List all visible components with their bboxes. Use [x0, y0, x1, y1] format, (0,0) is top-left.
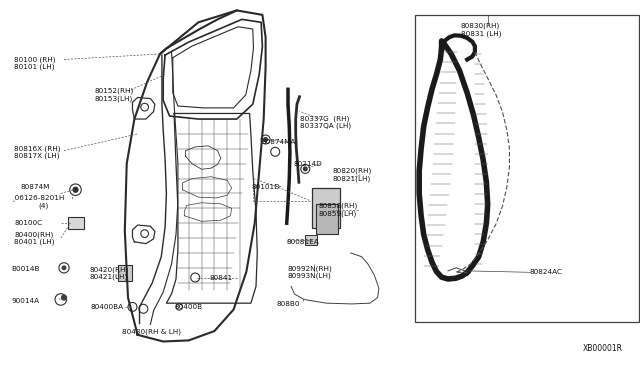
Circle shape: [303, 167, 307, 171]
Bar: [415, 15, 639, 322]
Text: ¸06126-8201H: ¸06126-8201H: [12, 194, 65, 201]
Text: XB00001R: XB00001R: [583, 344, 623, 353]
Text: 80101D: 80101D: [252, 184, 280, 190]
Text: 80821(LH): 80821(LH): [333, 175, 371, 182]
Text: (4): (4): [38, 202, 49, 209]
Circle shape: [73, 187, 78, 192]
Text: 80820(RH): 80820(RH): [333, 168, 372, 174]
Circle shape: [61, 295, 67, 300]
Text: 80421(LH): 80421(LH): [90, 273, 128, 280]
Text: 80816X (RH): 80816X (RH): [14, 145, 61, 152]
Bar: [305, 235, 317, 245]
Text: 80100 (RH): 80100 (RH): [14, 56, 56, 63]
Text: 80824AC: 80824AC: [530, 269, 563, 275]
Circle shape: [62, 266, 66, 270]
Text: 80081EA: 80081EA: [287, 239, 319, 245]
Text: 80400BA: 80400BA: [91, 304, 124, 310]
Text: 80337QA (LH): 80337QA (LH): [300, 122, 351, 129]
Text: 80874MA: 80874MA: [261, 139, 296, 145]
Text: 80152(RH): 80152(RH): [95, 88, 134, 94]
Text: 80841: 80841: [210, 275, 233, 280]
Text: 80214D: 80214D: [293, 161, 322, 167]
Circle shape: [446, 272, 450, 275]
Circle shape: [264, 138, 268, 141]
Text: 80858(RH): 80858(RH): [319, 203, 358, 209]
Text: 80400B: 80400B: [174, 304, 202, 310]
Text: 80101 (LH): 80101 (LH): [14, 64, 54, 70]
Text: 80874M: 80874M: [20, 184, 50, 190]
Text: 80831 (LH): 80831 (LH): [461, 30, 501, 37]
Text: 80400(RH): 80400(RH): [14, 231, 53, 238]
Text: 80100C: 80100C: [14, 220, 42, 226]
Text: 80401 (LH): 80401 (LH): [14, 238, 54, 245]
Text: 80859(LH): 80859(LH): [319, 210, 357, 217]
Bar: [68, 217, 83, 229]
Bar: [118, 265, 132, 282]
Text: B0014B: B0014B: [12, 266, 40, 272]
Text: 80337G  (RH): 80337G (RH): [300, 115, 349, 122]
Text: 80817X (LH): 80817X (LH): [14, 153, 60, 160]
Text: 808B0: 808B0: [276, 301, 300, 307]
Text: 80153(LH): 80153(LH): [95, 95, 133, 102]
Text: 80420(RH): 80420(RH): [90, 266, 129, 273]
Bar: [316, 205, 338, 234]
Text: 80993N(LH): 80993N(LH): [288, 273, 332, 279]
Bar: [312, 188, 340, 228]
Text: 80830(RH): 80830(RH): [461, 23, 500, 29]
Text: 80992N(RH): 80992N(RH): [288, 265, 333, 272]
Text: 80430(RH & LH): 80430(RH & LH): [122, 328, 180, 335]
Text: 90014A: 90014A: [12, 298, 40, 304]
